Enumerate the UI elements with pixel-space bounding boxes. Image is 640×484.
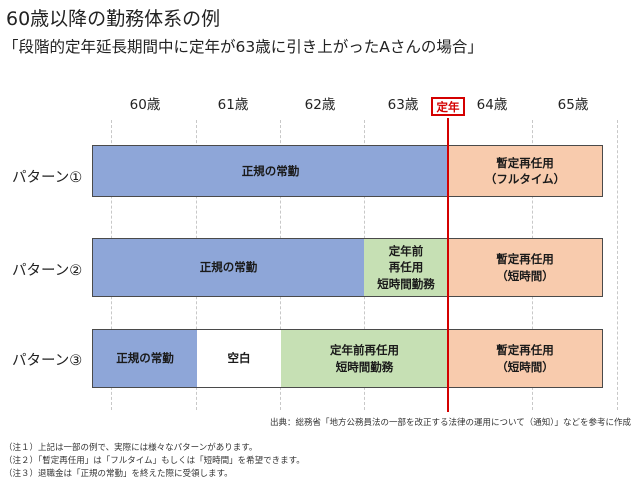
retirement-age-line bbox=[447, 118, 449, 412]
retirement-age-label: 定年 bbox=[431, 97, 465, 116]
note-2: （注２）「暫定再任用」は「フルタイム」もしくは「短時間」を希望できます。 bbox=[4, 456, 305, 466]
pattern-3-segment-blank: 空白 bbox=[197, 330, 281, 387]
pattern-2-segment-provisional: 暫定再任用 （短時間） bbox=[448, 239, 602, 296]
diagram-title: 60歳以降の勤務体系の例 bbox=[6, 8, 221, 30]
pattern-3-segment-provisional: 暫定再任用 （短時間） bbox=[448, 330, 602, 387]
pattern-1-segment-provisional: 暫定再任用 （フルタイム） bbox=[448, 146, 602, 196]
pattern-3-bar: 正規の常勤 空白 定年前再任用 短時間勤務 暫定再任用 （短時間） bbox=[92, 329, 603, 388]
age-label-61: 61歳 bbox=[217, 97, 249, 113]
age-label-64: 64歳 bbox=[476, 97, 508, 113]
pattern-2-segment-regular: 正規の常勤 bbox=[93, 239, 364, 296]
pattern-2-bar: 正規の常勤 定年前 再任用 短時間勤務 暫定再任用 （短時間） bbox=[92, 238, 603, 297]
pattern-2-segment-short-time: 定年前 再任用 短時間勤務 bbox=[364, 239, 448, 296]
age-label-65: 65歳 bbox=[557, 97, 589, 113]
pattern-2-label: パターン② bbox=[12, 263, 83, 279]
grid-line bbox=[617, 120, 618, 410]
pattern-1-bar: 正規の常勤 暫定再任用 （フルタイム） bbox=[92, 145, 603, 197]
diagram-subtitle: 「段階的定年延長期間中に定年が63歳に引き上がったAさんの場合」 bbox=[3, 38, 483, 56]
source-citation: 出典：総務省「地方公務員法の一部を改正する法律の運用について（通知）」などを参考… bbox=[270, 418, 631, 428]
pattern-1-segment-regular: 正規の常勤 bbox=[93, 146, 448, 196]
pattern-3-segment-short-time: 定年前再任用 短時間勤務 bbox=[281, 330, 448, 387]
pattern-3-segment-regular: 正規の常勤 bbox=[93, 330, 197, 387]
note-1: （注１）上記は一部の例で、実際には様々なパターンがあります。 bbox=[4, 443, 258, 453]
pattern-3-label: パターン③ bbox=[12, 353, 83, 369]
note-3: （注３）退職金は「正規の常勤」を終えた際に受領します。 bbox=[4, 469, 233, 479]
age-label-62: 62歳 bbox=[304, 97, 336, 113]
pattern-1-label: パターン① bbox=[12, 170, 83, 186]
age-label-63: 63歳 bbox=[387, 97, 419, 113]
age-label-60: 60歳 bbox=[129, 97, 161, 113]
